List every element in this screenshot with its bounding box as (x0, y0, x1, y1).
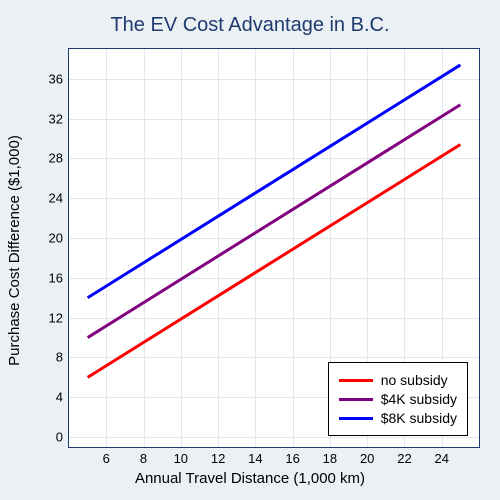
y-tick-label: 4 (56, 390, 69, 405)
x-tick-label: 18 (323, 447, 337, 466)
legend-swatch (339, 417, 373, 420)
series-line (88, 65, 461, 298)
y-axis-label: Purchase Cost Difference ($1,000) (6, 135, 23, 366)
y-tick-label: 24 (49, 191, 69, 206)
x-tick-label: 10 (174, 447, 188, 466)
y-tick-label: 36 (49, 71, 69, 86)
chart-title: The EV Cost Advantage in B.C. (0, 14, 500, 37)
legend-swatch (339, 398, 373, 401)
legend-label: $4K subsidy (381, 391, 457, 407)
x-tick-label: 20 (360, 447, 374, 466)
x-tick-label: 24 (434, 447, 448, 466)
x-tick-label: 16 (285, 447, 299, 466)
y-tick-label: 8 (56, 350, 69, 365)
legend-swatch (339, 379, 373, 382)
x-axis-label: Annual Travel Distance (1,000 km) (0, 470, 500, 487)
x-tick-label: 8 (140, 447, 147, 466)
y-tick-label: 12 (49, 310, 69, 325)
y-tick-label: 28 (49, 151, 69, 166)
chart-container: The EV Cost Advantage in B.C. Purchase C… (0, 0, 500, 500)
y-tick-label: 16 (49, 270, 69, 285)
legend-item: $8K subsidy (339, 410, 457, 426)
series-line (88, 105, 461, 338)
x-tick-label: 6 (103, 447, 110, 466)
legend-label: no subsidy (381, 372, 448, 388)
legend-label: $8K subsidy (381, 410, 457, 426)
series-line (88, 145, 461, 378)
legend-item: no subsidy (339, 372, 457, 388)
x-tick-label: 14 (248, 447, 262, 466)
x-tick-label: 12 (211, 447, 225, 466)
legend: no subsidy $4K subsidy $8K subsidy (328, 362, 468, 436)
legend-item: $4K subsidy (339, 391, 457, 407)
x-tick-label: 22 (397, 447, 411, 466)
y-tick-label: 20 (49, 231, 69, 246)
y-tick-label: 32 (49, 111, 69, 126)
y-tick-label: 0 (56, 430, 69, 445)
y-axis-label-wrap: Purchase Cost Difference ($1,000) (6, 0, 22, 500)
